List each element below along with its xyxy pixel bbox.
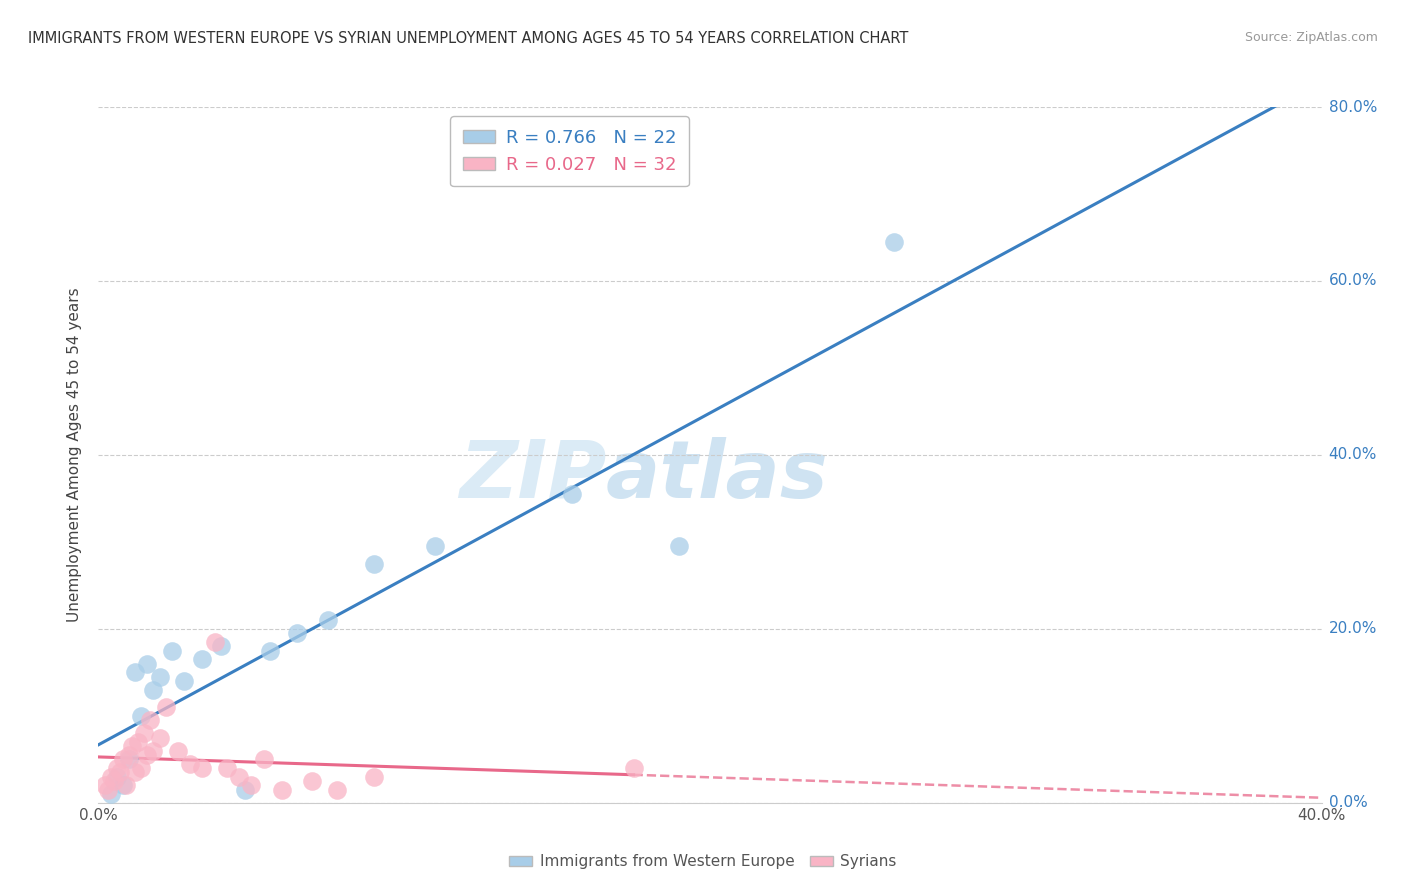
Point [363, 770, 385, 784]
Point [136, 747, 159, 762]
Point [97, 782, 120, 797]
Point [142, 744, 165, 758]
Text: 20.0%: 20.0% [1329, 622, 1376, 636]
Point [124, 765, 146, 780]
Text: ZIP: ZIP [458, 437, 606, 515]
Y-axis label: Unemployment Among Ages 45 to 54 years: Unemployment Among Ages 45 to 54 years [67, 287, 83, 623]
Point [136, 657, 159, 671]
Point [173, 674, 195, 689]
Point [252, 752, 274, 766]
Text: 60.0%: 60.0% [1329, 274, 1376, 288]
Point [103, 774, 125, 789]
Point [93, 778, 115, 792]
Point [100, 770, 122, 784]
Point [108, 765, 131, 780]
Point [363, 557, 385, 571]
Text: IMMIGRANTS FROM WESTERN EUROPE VS SYRIAN UNEMPLOYMENT AMONG AGES 45 TO 54 YEARS : IMMIGRANTS FROM WESTERN EUROPE VS SYRIAN… [28, 31, 908, 46]
Point [326, 782, 349, 797]
Text: 80.0%: 80.0% [1329, 100, 1376, 114]
Point [561, 487, 583, 501]
Point [270, 782, 292, 797]
Point [118, 747, 141, 762]
Point [668, 539, 690, 553]
Point [209, 639, 232, 653]
Point [115, 778, 138, 792]
Point [155, 700, 177, 714]
Text: 40.0%: 40.0% [1329, 448, 1376, 462]
Point [111, 778, 134, 792]
Legend: Immigrants from Western Europe, Syrians: Immigrants from Western Europe, Syrians [503, 848, 903, 875]
Point [623, 761, 645, 775]
Text: 0.0%: 0.0% [1329, 796, 1368, 810]
Point [204, 635, 226, 649]
Point [423, 539, 446, 553]
Point [105, 770, 128, 784]
Point [233, 782, 256, 797]
Point [129, 761, 152, 775]
Point [139, 713, 162, 727]
Point [179, 756, 201, 771]
Point [127, 735, 149, 749]
Point [118, 752, 141, 766]
Point [121, 739, 143, 754]
Point [316, 613, 339, 627]
Point [124, 665, 146, 680]
Point [167, 744, 190, 758]
Point [111, 752, 134, 766]
Text: atlas: atlas [606, 437, 828, 515]
Point [100, 787, 122, 801]
Text: Source: ZipAtlas.com: Source: ZipAtlas.com [1244, 31, 1378, 45]
Point [134, 726, 156, 740]
Point [191, 652, 214, 666]
Point [301, 774, 323, 789]
Point [285, 626, 308, 640]
Point [129, 708, 152, 723]
Legend: R = 0.766   N = 22, R = 0.027   N = 32: R = 0.766 N = 22, R = 0.027 N = 32 [450, 116, 689, 186]
Point [228, 770, 250, 784]
Point [215, 761, 238, 775]
Point [105, 761, 128, 775]
Point [883, 235, 905, 249]
Point [240, 778, 263, 792]
Point [149, 670, 172, 684]
Point [191, 761, 214, 775]
Point [149, 731, 172, 745]
Point [160, 643, 183, 657]
Point [142, 682, 165, 697]
Point [259, 643, 281, 657]
